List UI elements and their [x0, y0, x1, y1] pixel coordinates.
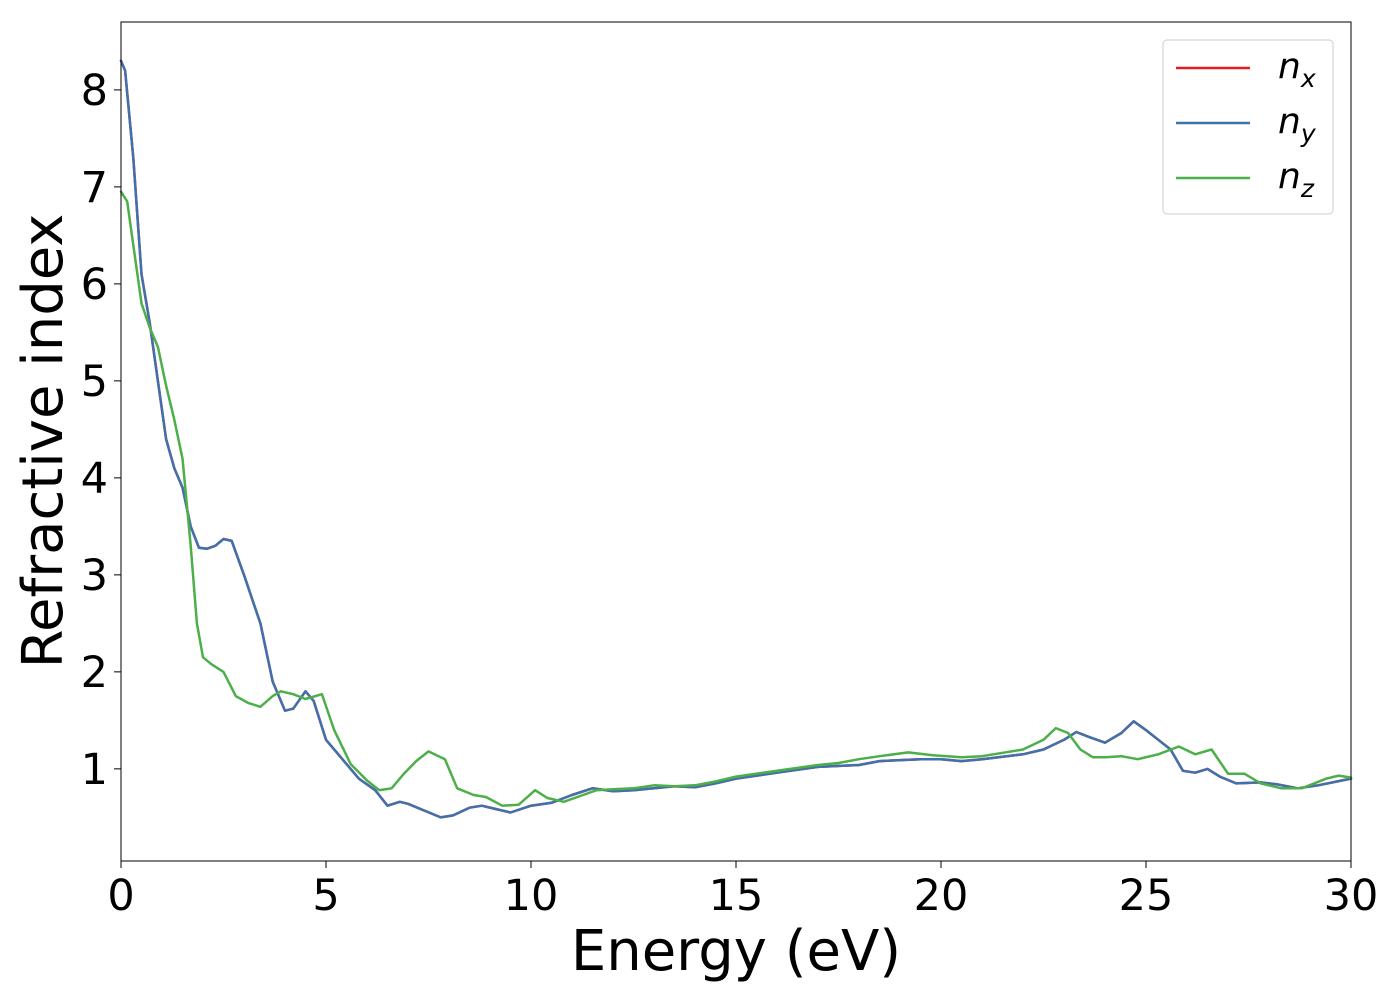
y-tick-label: 1	[81, 745, 108, 795]
x-axis-ticks: 0 5 10 15 20 25 30	[107, 861, 1378, 921]
y-tick-label: 8	[81, 66, 108, 116]
legend-label-n-x: nx	[1278, 46, 1316, 93]
legend-label-n-y: ny	[1278, 101, 1317, 148]
x-tick-label: 30	[1324, 871, 1379, 921]
x-tick-label: 10	[504, 871, 559, 921]
x-tick-label: 20	[914, 871, 969, 921]
plot-area	[121, 22, 1351, 861]
x-tick-label: 5	[312, 871, 339, 921]
y-tick-label: 6	[81, 260, 108, 310]
y-tick-label: 3	[81, 551, 108, 601]
legend: nx ny nz	[1162, 39, 1334, 215]
x-tick-label: 0	[107, 871, 134, 921]
series-line-n-z	[119, 190, 1353, 807]
series-line-n-y	[119, 59, 1353, 819]
y-tick-label: 5	[81, 357, 108, 407]
legend-box	[1162, 39, 1334, 215]
series-layer	[119, 59, 1353, 819]
y-tick-label: 4	[81, 454, 108, 504]
x-tick-label: 25	[1119, 871, 1174, 921]
x-tick-label: 15	[709, 871, 764, 921]
legend-label-n-z: nz	[1278, 156, 1315, 203]
y-tick-label: 7	[81, 163, 108, 213]
x-axis-label: Energy (eV)	[571, 919, 901, 984]
y-tick-label: 2	[81, 648, 108, 698]
y-axis-ticks: 1 2 3 4 5 6 7 8	[81, 66, 121, 795]
y-axis-label: Refractive index	[11, 214, 76, 669]
